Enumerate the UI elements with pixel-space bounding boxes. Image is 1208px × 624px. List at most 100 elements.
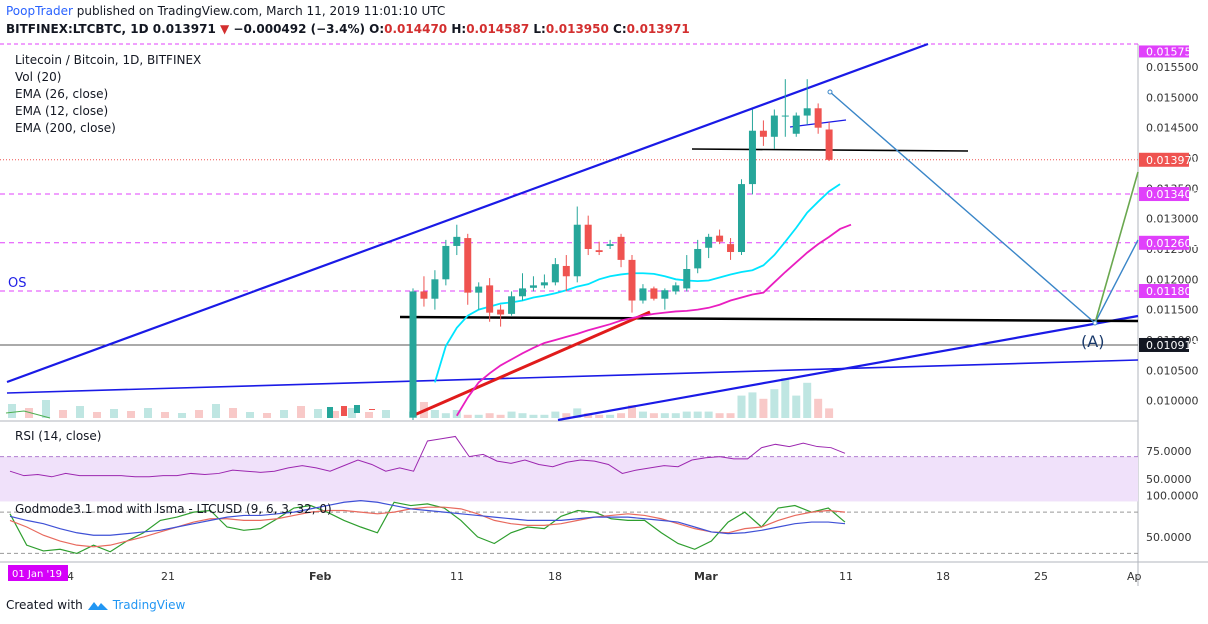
price-tick-label: 0.010000 (1146, 395, 1199, 408)
time-tick-label: 25 (1034, 570, 1048, 583)
godmode-tick-label: 100.0000 (1146, 490, 1199, 503)
price-tick-label: 0.015000 (1146, 91, 1199, 104)
volume-bar (441, 413, 450, 418)
published-text: published on TradingView.com, March 11, … (76, 4, 446, 18)
date-badge (8, 565, 68, 581)
volume-bar (617, 413, 626, 418)
price-badge-label: 0.013971 (1146, 154, 1199, 167)
legend-ema200[interactable]: EMA (200, close) (15, 121, 116, 135)
price-badge (1139, 187, 1189, 202)
high-key: H: (451, 22, 467, 36)
volume-bar (726, 413, 735, 418)
projection-anchor (1092, 320, 1098, 326)
candle-body (814, 108, 822, 128)
time-tick-label: 18 (936, 570, 950, 583)
candle-body (595, 250, 603, 253)
volume-bar (551, 411, 560, 418)
candle-body (354, 405, 360, 413)
price-tick-label: 0.014500 (1146, 122, 1199, 135)
legend-volume[interactable]: Vol (20) (15, 70, 62, 84)
volume-bar (704, 411, 713, 418)
time-tick-label: 11 (450, 570, 464, 583)
candle-body (825, 129, 833, 160)
volume-bar (348, 408, 356, 418)
ema26-line (456, 223, 852, 417)
volume-bar (529, 414, 538, 418)
price-badge (1139, 337, 1189, 352)
godmode-green-line (9, 501, 846, 555)
rsi-tick-label: 50.0000 (1146, 473, 1192, 486)
volume-bar (246, 412, 254, 418)
volume-bar (42, 400, 50, 418)
time-tick-label: 4 (67, 570, 74, 583)
candle-body (584, 224, 592, 249)
candle-body (431, 279, 439, 299)
publish-info: PoopTrader published on TradingView.com,… (6, 4, 445, 18)
volume-bar (314, 409, 322, 418)
price-tick-label: 0.015500 (1146, 61, 1199, 74)
volume-bar (144, 408, 152, 418)
candle-body (420, 291, 428, 299)
symbol-label: BITFINEX:LTCBTC, 1D (6, 22, 149, 36)
publisher-name[interactable]: PoopTrader (6, 4, 73, 18)
change-arrow-icon: ▼ (219, 22, 230, 36)
candle-body (606, 244, 614, 246)
legend-ema26[interactable]: EMA (26, close) (15, 87, 109, 101)
candle-body (639, 288, 647, 301)
volume-bar (781, 378, 790, 418)
open-value: 0.014470 (384, 22, 448, 36)
volume-bar (76, 406, 84, 418)
godmode-legend[interactable]: Godmode3.1 mod with lsma - LTCUSD (9, 6,… (15, 502, 332, 516)
time-tick-label: 11 (839, 570, 853, 583)
godmode-blue-line (9, 499, 846, 536)
volume-bar (562, 413, 571, 418)
close-value: 0.013971 (626, 22, 690, 36)
candle-body (770, 115, 778, 137)
rsi-legend[interactable]: RSI (14, close) (15, 429, 102, 443)
price-badge-label: 0.011807 (1146, 285, 1199, 298)
long-trend-line (6, 359, 1139, 394)
candle-body (519, 288, 526, 297)
volume-bar (649, 413, 658, 418)
candle-body (628, 259, 636, 301)
candle-body (442, 245, 450, 280)
open-key: O: (369, 22, 385, 36)
candle-body (683, 268, 691, 289)
candle-body (759, 130, 767, 137)
price-badge-label: 0.013406 (1146, 188, 1199, 201)
candle-body (705, 236, 713, 248)
time-tick-label: Feb (309, 570, 332, 583)
price-tick-label: 0.011500 (1146, 304, 1199, 317)
ohlc-bar: BITFINEX:LTCBTC, 1D 0.013971 ▼ −0.000492… (6, 22, 690, 36)
projection-anchor (827, 89, 833, 95)
candle-body (453, 236, 461, 246)
volume-bar (93, 412, 101, 418)
volume-bar (110, 409, 118, 418)
volume-bar (331, 411, 339, 418)
time-tick-label: Mar (694, 570, 718, 583)
volume-bar (715, 413, 724, 418)
volume-bar (825, 408, 834, 418)
projection-path (829, 91, 1139, 325)
time-tick-label: Ap (1127, 570, 1142, 583)
volume-bar (770, 389, 779, 418)
price-badge-label: 0.010917 (1146, 339, 1199, 352)
legend-title[interactable]: Litecoin / Bitcoin, 1D, BITFINEX (15, 53, 202, 67)
candle-body (781, 115, 789, 117)
volume-bar (229, 408, 237, 418)
tradingview-link[interactable]: TradingView (112, 598, 186, 612)
candle-body (803, 108, 811, 116)
candle-body (497, 309, 505, 315)
volume-bar (8, 404, 16, 418)
price-badge (1139, 284, 1189, 299)
price-tick-label: 0.013000 (1146, 213, 1199, 226)
price-change: −0.000492 (−3.4%) (233, 22, 365, 36)
volume-bar (161, 412, 169, 418)
legend-ema12[interactable]: EMA (12, close) (15, 104, 109, 118)
candle-body (529, 285, 537, 288)
volume-bar (814, 398, 823, 418)
volume-bar (628, 405, 636, 418)
red-trend-line (411, 310, 651, 418)
low-value: 0.013950 (545, 22, 609, 36)
